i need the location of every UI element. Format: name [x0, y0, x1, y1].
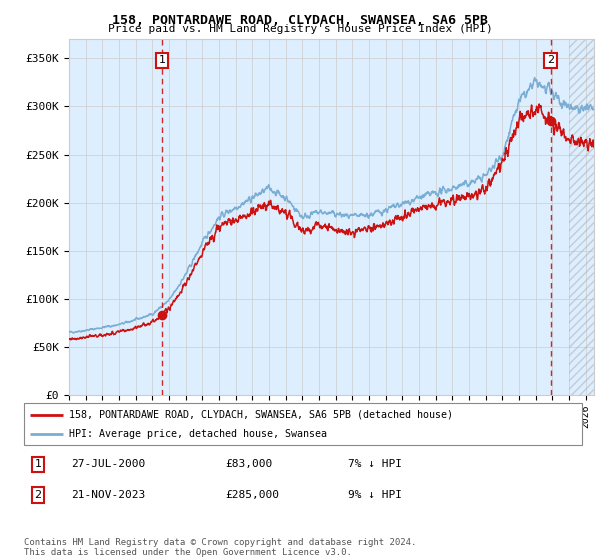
FancyBboxPatch shape — [24, 403, 582, 445]
Text: 7% ↓ HPI: 7% ↓ HPI — [347, 459, 401, 469]
Text: Price paid vs. HM Land Registry's House Price Index (HPI): Price paid vs. HM Land Registry's House … — [107, 24, 493, 34]
Text: 158, PONTARDAWE ROAD, CLYDACH, SWANSEA, SA6 5PB (detached house): 158, PONTARDAWE ROAD, CLYDACH, SWANSEA, … — [68, 409, 452, 419]
Text: 9% ↓ HPI: 9% ↓ HPI — [347, 490, 401, 500]
Text: 21-NOV-2023: 21-NOV-2023 — [71, 490, 146, 500]
Text: 2: 2 — [34, 490, 41, 500]
Text: £285,000: £285,000 — [225, 490, 279, 500]
Text: Contains HM Land Registry data © Crown copyright and database right 2024.
This d: Contains HM Land Registry data © Crown c… — [24, 538, 416, 557]
Text: £83,000: £83,000 — [225, 459, 272, 469]
Text: 1: 1 — [34, 459, 41, 469]
Bar — [569, 39, 594, 395]
Text: 1: 1 — [158, 55, 166, 66]
Text: 158, PONTARDAWE ROAD, CLYDACH, SWANSEA, SA6 5PB: 158, PONTARDAWE ROAD, CLYDACH, SWANSEA, … — [112, 14, 488, 27]
Text: 27-JUL-2000: 27-JUL-2000 — [71, 459, 146, 469]
Text: HPI: Average price, detached house, Swansea: HPI: Average price, detached house, Swan… — [68, 429, 326, 439]
Text: 2: 2 — [547, 55, 554, 66]
